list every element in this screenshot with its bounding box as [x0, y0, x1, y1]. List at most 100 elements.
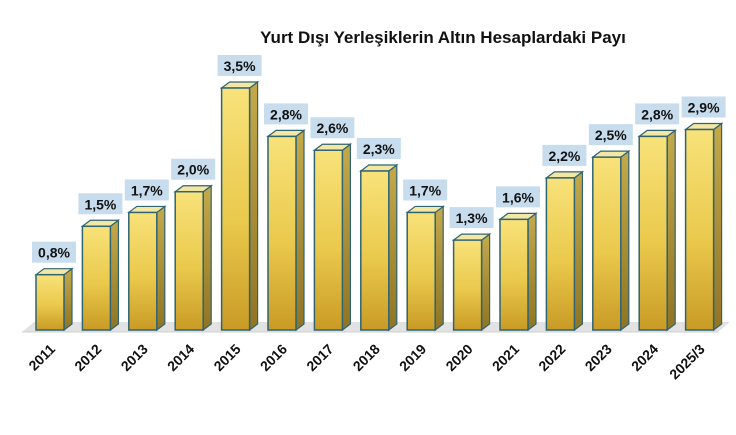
- bar-front: [406, 211, 436, 331]
- bar-2021: [498, 212, 538, 332]
- data-label-box: [635, 103, 680, 125]
- data-label-box: [310, 117, 355, 139]
- bar-front: [638, 135, 668, 331]
- bar-side: [388, 163, 398, 332]
- bar-front: [267, 135, 297, 331]
- x-tick-2015: 2015: [210, 341, 243, 374]
- data-label-text: 1,3%: [456, 210, 488, 226]
- data-label-text: 0,8%: [38, 245, 70, 261]
- data-labels-group: 0,8% 1,5% 1,7% 2,0% 3,5% 2,8% 2,6% 2,3% 1,7% 1,3%…: [32, 55, 726, 263]
- bar-side: [712, 122, 723, 332]
- bar-2023: [590, 149, 631, 332]
- data-label-text: 2,9%: [688, 99, 720, 115]
- bar-2015: [219, 80, 260, 332]
- x-tick-2021: 2021: [489, 341, 522, 374]
- bar-side: [666, 129, 676, 332]
- x-tick-2014: 2014: [164, 341, 197, 374]
- bar-2018: [358, 163, 399, 332]
- bar-front: [360, 170, 390, 331]
- bar-front: [452, 239, 483, 331]
- bar-side: [481, 232, 491, 332]
- bar-front: [35, 273, 65, 331]
- bar-2013: [127, 205, 167, 332]
- data-label-2019: 1,7%: [403, 179, 448, 201]
- bar-side: [341, 143, 351, 332]
- data-label-text: 2,8%: [641, 106, 673, 122]
- data-label-2013: 1,7%: [124, 179, 169, 201]
- x-tick-2022: 2022: [535, 341, 568, 374]
- data-label-box: [124, 179, 169, 201]
- bar-side: [620, 149, 630, 332]
- data-label-text: 2,6%: [316, 120, 348, 136]
- data-label-text: 1,7%: [409, 182, 441, 198]
- bar-2025/3: [683, 122, 724, 332]
- bar-side: [202, 184, 212, 332]
- bar-2012: [80, 219, 121, 332]
- x-tick-2018: 2018: [350, 341, 383, 374]
- data-label-box: [588, 124, 633, 146]
- bar-2020: [451, 232, 492, 332]
- bar-front: [220, 87, 251, 331]
- bar-front: [499, 218, 529, 331]
- bars-group: [34, 80, 724, 332]
- data-label-text: 2,5%: [595, 127, 627, 143]
- bar-side: [63, 267, 73, 332]
- x-tick-2019: 2019: [396, 341, 429, 374]
- data-label-text: 2,2%: [548, 148, 580, 164]
- data-label-2012: 1,5%: [78, 193, 123, 215]
- x-tick-2012: 2012: [71, 341, 104, 374]
- data-label-2022: 2,2%: [542, 144, 587, 166]
- data-label-2016: 2,8%: [264, 103, 308, 125]
- bar-2019: [405, 205, 446, 332]
- data-label-box: [496, 186, 540, 208]
- data-label-box: [32, 241, 76, 263]
- bar-front: [128, 211, 158, 331]
- x-tick-2023: 2023: [582, 341, 615, 374]
- data-label-text: 2,0%: [177, 162, 209, 178]
- data-label-text: 2,3%: [363, 141, 395, 157]
- data-label-box: [403, 179, 448, 201]
- bar-front: [313, 149, 344, 331]
- data-label-2017: 2,6%: [310, 117, 355, 139]
- bar-front: [81, 225, 112, 331]
- bar-2022: [544, 170, 585, 332]
- data-label-text: 1,6%: [502, 189, 534, 205]
- bar-side: [573, 170, 584, 332]
- bar-front: [684, 128, 715, 331]
- bar-side: [156, 205, 166, 332]
- data-label-text: 1,7%: [131, 182, 163, 198]
- data-label-box: [449, 207, 494, 229]
- bar-2024: [637, 129, 678, 332]
- data-label-box: [264, 103, 308, 125]
- data-label-2024: 2,8%: [635, 103, 680, 125]
- bar-side: [434, 205, 444, 332]
- bar-front: [592, 156, 622, 331]
- data-label-text: 3,5%: [224, 58, 256, 74]
- bar-side: [295, 129, 305, 332]
- data-label-box: [681, 96, 726, 118]
- data-label-box: [542, 144, 587, 166]
- bar-2014: [173, 184, 213, 332]
- data-label-box: [217, 55, 262, 76]
- bar-front: [545, 177, 576, 331]
- bar-2011: [34, 267, 74, 332]
- x-tick-2025/3: 2025/3: [666, 341, 708, 383]
- data-label-text: 2,8%: [270, 106, 302, 122]
- data-label-2020: 1,3%: [449, 207, 494, 229]
- x-tick-2020: 2020: [442, 341, 475, 374]
- data-label-2018: 2,3%: [356, 137, 401, 159]
- data-label-box: [78, 193, 123, 215]
- data-label-2011: 0,8%: [32, 241, 76, 263]
- x-axis-ticks: 2011 2012 2013 2014 2015 2016 2017 2018 2019 2020…: [25, 341, 708, 383]
- x-tick-2013: 2013: [118, 341, 151, 374]
- x-tick-2011: 2011: [25, 341, 58, 374]
- bar-2016: [266, 129, 306, 332]
- data-label-2014: 2,0%: [171, 158, 216, 180]
- data-label-2025/3: 2,9%: [681, 96, 726, 118]
- data-label-box: [171, 158, 216, 180]
- chart-title: Yurt Dışı Yerleşiklerin Altın Hesaplarda…: [260, 28, 626, 47]
- data-label-2023: 2,5%: [588, 124, 633, 146]
- data-label-box: [356, 137, 401, 159]
- data-label-2021: 1,6%: [496, 186, 540, 208]
